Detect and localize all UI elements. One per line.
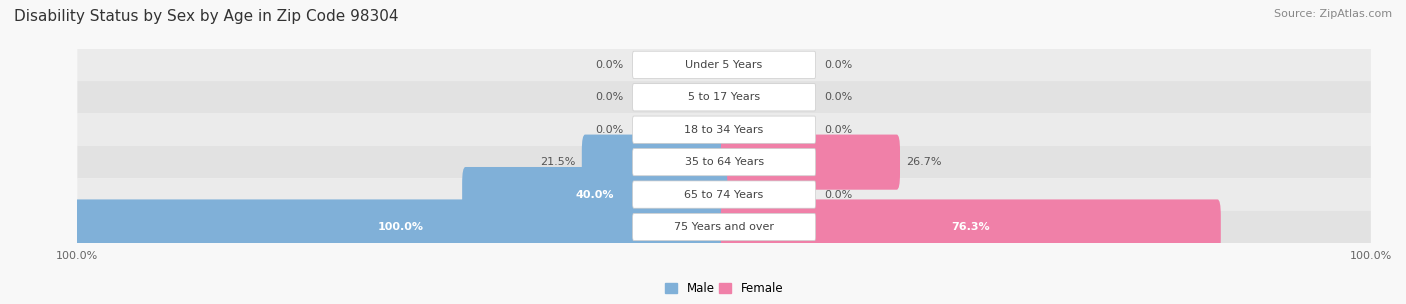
Text: 18 to 34 Years: 18 to 34 Years [685, 125, 763, 135]
Text: 0.0%: 0.0% [824, 190, 852, 199]
Text: 0.0%: 0.0% [596, 92, 624, 102]
Text: 0.0%: 0.0% [596, 125, 624, 135]
Text: 5 to 17 Years: 5 to 17 Years [688, 92, 761, 102]
Text: 0.0%: 0.0% [824, 125, 852, 135]
Legend: Male, Female: Male, Female [661, 277, 787, 299]
Text: 0.0%: 0.0% [824, 60, 852, 70]
FancyBboxPatch shape [633, 181, 815, 208]
FancyBboxPatch shape [77, 146, 1371, 178]
Text: 26.7%: 26.7% [907, 157, 942, 167]
FancyBboxPatch shape [633, 213, 815, 240]
FancyBboxPatch shape [582, 135, 727, 190]
FancyBboxPatch shape [75, 199, 727, 254]
FancyBboxPatch shape [77, 49, 1371, 81]
Text: 76.3%: 76.3% [952, 222, 990, 232]
Text: Disability Status by Sex by Age in Zip Code 98304: Disability Status by Sex by Age in Zip C… [14, 9, 398, 24]
FancyBboxPatch shape [633, 149, 815, 176]
FancyBboxPatch shape [633, 116, 815, 143]
Text: 0.0%: 0.0% [596, 60, 624, 70]
Text: 21.5%: 21.5% [540, 157, 575, 167]
FancyBboxPatch shape [721, 135, 900, 190]
FancyBboxPatch shape [77, 211, 1371, 243]
Text: 0.0%: 0.0% [824, 92, 852, 102]
FancyBboxPatch shape [77, 113, 1371, 146]
FancyBboxPatch shape [463, 167, 727, 222]
Text: 35 to 64 Years: 35 to 64 Years [685, 157, 763, 167]
Text: 40.0%: 40.0% [575, 190, 614, 199]
Text: 75 Years and over: 75 Years and over [673, 222, 775, 232]
FancyBboxPatch shape [77, 81, 1371, 113]
Text: Under 5 Years: Under 5 Years [686, 60, 762, 70]
FancyBboxPatch shape [633, 51, 815, 78]
Text: 100.0%: 100.0% [378, 222, 423, 232]
FancyBboxPatch shape [77, 178, 1371, 211]
Text: Source: ZipAtlas.com: Source: ZipAtlas.com [1274, 9, 1392, 19]
Text: 65 to 74 Years: 65 to 74 Years [685, 190, 763, 199]
FancyBboxPatch shape [721, 199, 1220, 254]
FancyBboxPatch shape [633, 84, 815, 111]
